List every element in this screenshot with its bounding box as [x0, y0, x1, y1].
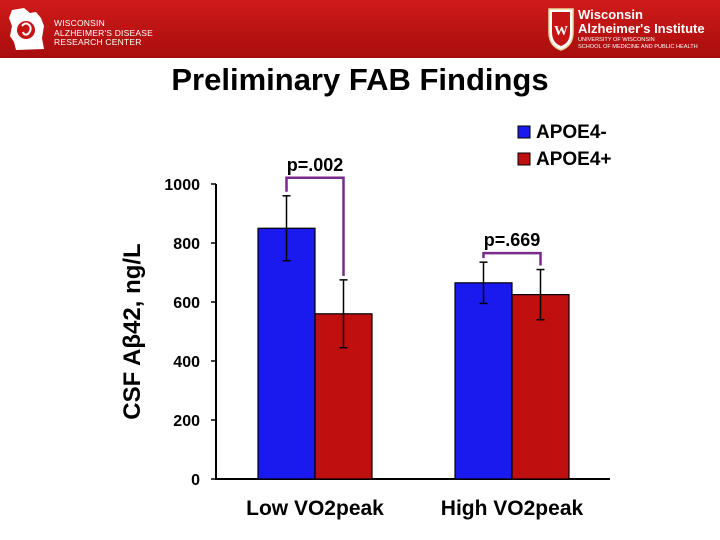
legend-swatch-1	[517, 152, 531, 166]
left-logo-line-3: RESEARCH CENTER	[54, 37, 142, 47]
uw-crest-icon: W	[548, 8, 574, 51]
y-tick-label: 200	[173, 413, 200, 430]
left-logo-line-2: ALZHEIMER'S DISEASE	[54, 27, 153, 38]
wadrc-logo: WISCONSIN ALZHEIMER'S DISEASE RESEARCH C…	[6, 4, 186, 54]
y-tick-label: 600	[173, 295, 200, 312]
svg-text:W: W	[554, 24, 568, 39]
x-tick-label: Low VO2peak	[246, 497, 384, 520]
legend-swatch-0	[517, 125, 531, 139]
significance-bracket-0	[285, 176, 345, 276]
wisconsin-map-icon	[9, 8, 44, 50]
right-logo-line-2: Alzheimer's Institute	[578, 21, 705, 36]
y-tick-label: 0	[191, 472, 200, 489]
x-tick-label: High VO2peak	[441, 497, 584, 520]
y-tick-label: 400	[173, 354, 200, 371]
y-tick-label: 1000	[164, 177, 200, 194]
right-logo-line-3: UNIVERSITY OF WISCONSIN	[578, 37, 655, 43]
y-tick-label: 800	[173, 236, 200, 253]
significance-bracket-1	[482, 251, 542, 266]
bar-0-0	[257, 227, 316, 480]
bar-1-1	[511, 294, 570, 480]
page-title: Preliminary FAB Findings	[171, 62, 549, 97]
p-value-label-1: p=.669	[484, 230, 541, 250]
right-logo-line-4: SCHOOL OF MEDICINE AND PUBLIC HEALTH	[578, 44, 698, 50]
left-logo-line-1: WISCONSIN	[54, 18, 105, 28]
right-logo-line-1: Wisconsin	[578, 7, 643, 22]
bar-1-0	[454, 282, 513, 480]
wai-logo: W Wisconsin Alzheimer's Institute UNIVER…	[546, 6, 720, 54]
legend-label-1: APOE4+	[536, 149, 612, 170]
legend-label-0: APOE4-	[536, 122, 607, 143]
p-value-label-0: p=.002	[287, 155, 344, 175]
header-bar: WISCONSIN ALZHEIMER'S DISEASE RESEARCH C…	[0, 0, 720, 58]
y-axis-label: CSF Aβ42, ng/L	[119, 243, 146, 419]
